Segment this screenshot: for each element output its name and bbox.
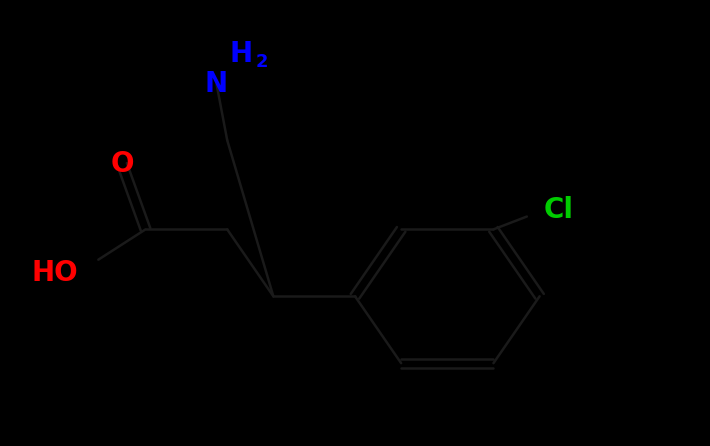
Text: 2: 2 [256,53,268,71]
Text: Cl: Cl [543,196,573,224]
Text: O: O [110,150,134,178]
Text: N: N [205,70,228,98]
Text: HO: HO [31,259,78,287]
Text: H: H [229,40,253,67]
